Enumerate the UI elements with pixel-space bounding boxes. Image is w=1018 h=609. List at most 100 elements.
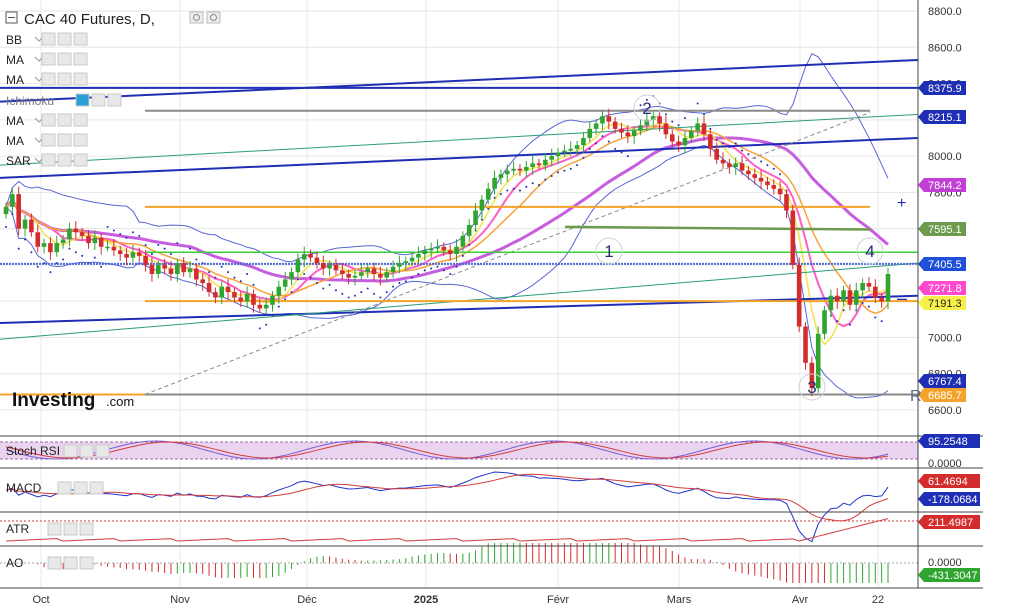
sub-value-box [918, 568, 980, 582]
candle-body [86, 235, 91, 244]
candle-body [473, 210, 478, 226]
sub-gear-icon[interactable] [73, 481, 88, 495]
legend-gear-icon[interactable] [57, 113, 72, 127]
sub-gear-icon[interactable] [63, 522, 78, 536]
y-tick-label: 6600.0 [928, 405, 962, 417]
legend-close-icon[interactable] [73, 113, 88, 127]
candle-body [644, 119, 650, 126]
sar-dot [49, 271, 52, 274]
sar-dot [36, 265, 39, 268]
sar-dot [722, 142, 725, 145]
sub-gear-icon[interactable] [63, 556, 78, 570]
candle-body [638, 125, 643, 131]
legend-eye-icon[interactable] [41, 52, 56, 66]
candle-body [409, 257, 415, 262]
candle-body [498, 174, 504, 178]
legend-close-icon[interactable] [107, 93, 122, 107]
legend-gear-icon[interactable] [57, 153, 72, 167]
sar-dot [487, 207, 490, 210]
candle-body [327, 264, 332, 269]
candle-body [384, 272, 390, 278]
legend-gear-icon[interactable] [91, 93, 106, 107]
sar-dot [112, 229, 115, 232]
candle-body [136, 252, 142, 256]
sar-dot [227, 271, 230, 274]
legend-close-icon[interactable] [73, 32, 88, 46]
candle-body [504, 170, 510, 175]
sar-dot [715, 138, 718, 141]
sub-eye-icon[interactable] [47, 522, 62, 536]
legend-close-icon[interactable] [73, 133, 88, 147]
candle-body [301, 254, 307, 260]
price-label-box [918, 281, 966, 295]
candle-body [866, 283, 872, 287]
legend-eye-icon[interactable] [41, 133, 56, 147]
sub-close-icon[interactable] [89, 481, 104, 495]
sar-dot [455, 265, 458, 268]
y-tick-label: 8000.0 [928, 151, 962, 163]
legend-close-icon[interactable] [73, 72, 88, 86]
legend-gear-icon[interactable] [57, 133, 72, 147]
price-label-box [918, 110, 966, 124]
candle-body [733, 163, 739, 167]
sub-close-icon[interactable] [95, 444, 110, 458]
macd-value-box [918, 492, 980, 506]
candle-body [524, 166, 529, 171]
x-tick-label: Oct [32, 594, 49, 606]
candle-body [149, 264, 155, 274]
reset-badge[interactable]: R [910, 388, 922, 405]
candle-body [809, 362, 815, 389]
zoom-in-icon[interactable]: + [897, 195, 906, 212]
candle-body [244, 293, 250, 302]
legend-gear-icon[interactable] [57, 72, 72, 86]
sub-eye-icon[interactable] [57, 481, 72, 495]
sub-eye-icon[interactable] [47, 556, 62, 570]
legend-eye-icon[interactable] [75, 93, 90, 107]
candle-body [822, 310, 827, 334]
candle-body [727, 163, 732, 167]
legend-eye-icon[interactable] [41, 32, 56, 46]
header-eye-icon[interactable] [189, 11, 204, 24]
candle-body [765, 181, 770, 186]
gray-dashed-trend [144, 112, 871, 395]
candle-body [879, 297, 884, 302]
sar-dot [702, 113, 705, 116]
header-gear-icon[interactable] [206, 11, 221, 24]
legend-label: SAR [6, 154, 31, 168]
chart-title: CAC 40 Futures, D, [24, 11, 155, 28]
sub-close-icon[interactable] [79, 556, 94, 570]
candle-body [340, 270, 345, 274]
chart-header: CAC 40 Futures, D, [5, 11, 221, 28]
legend-close-icon[interactable] [73, 153, 88, 167]
legend-gear-icon[interactable] [57, 32, 72, 46]
teal-trend-high [0, 113, 919, 166]
candle-body [276, 286, 282, 296]
zoom-out-icon[interactable]: – [897, 288, 907, 308]
legend-gear-icon[interactable] [57, 52, 72, 66]
price-label-box [918, 296, 966, 310]
sar-dot [24, 238, 27, 241]
sar-dot [385, 291, 388, 294]
legend-eye-icon[interactable] [41, 72, 56, 86]
sub-gear-icon[interactable] [79, 444, 94, 458]
legend-close-icon[interactable] [73, 52, 88, 66]
sar-dot [588, 147, 591, 150]
sar-dot [233, 276, 236, 279]
candle-body [213, 292, 218, 298]
candle-body [593, 123, 599, 129]
sar-dot [671, 120, 674, 123]
sar-dot [760, 160, 763, 163]
sub-close-icon[interactable] [79, 522, 94, 536]
macd-value-text: -178.0684 [928, 494, 978, 506]
legend-eye-icon[interactable] [41, 153, 56, 167]
legend-eye-icon[interactable] [41, 113, 56, 127]
sar-dot [525, 185, 528, 188]
candle-body [720, 159, 726, 164]
legend-label: Ichimoku [6, 94, 54, 108]
sar-dot [664, 113, 667, 116]
investing-logo: Investing .com [12, 390, 134, 411]
legend-label: MA [6, 134, 24, 148]
sub-eye-icon[interactable] [63, 444, 78, 458]
price-label-box [918, 222, 966, 236]
